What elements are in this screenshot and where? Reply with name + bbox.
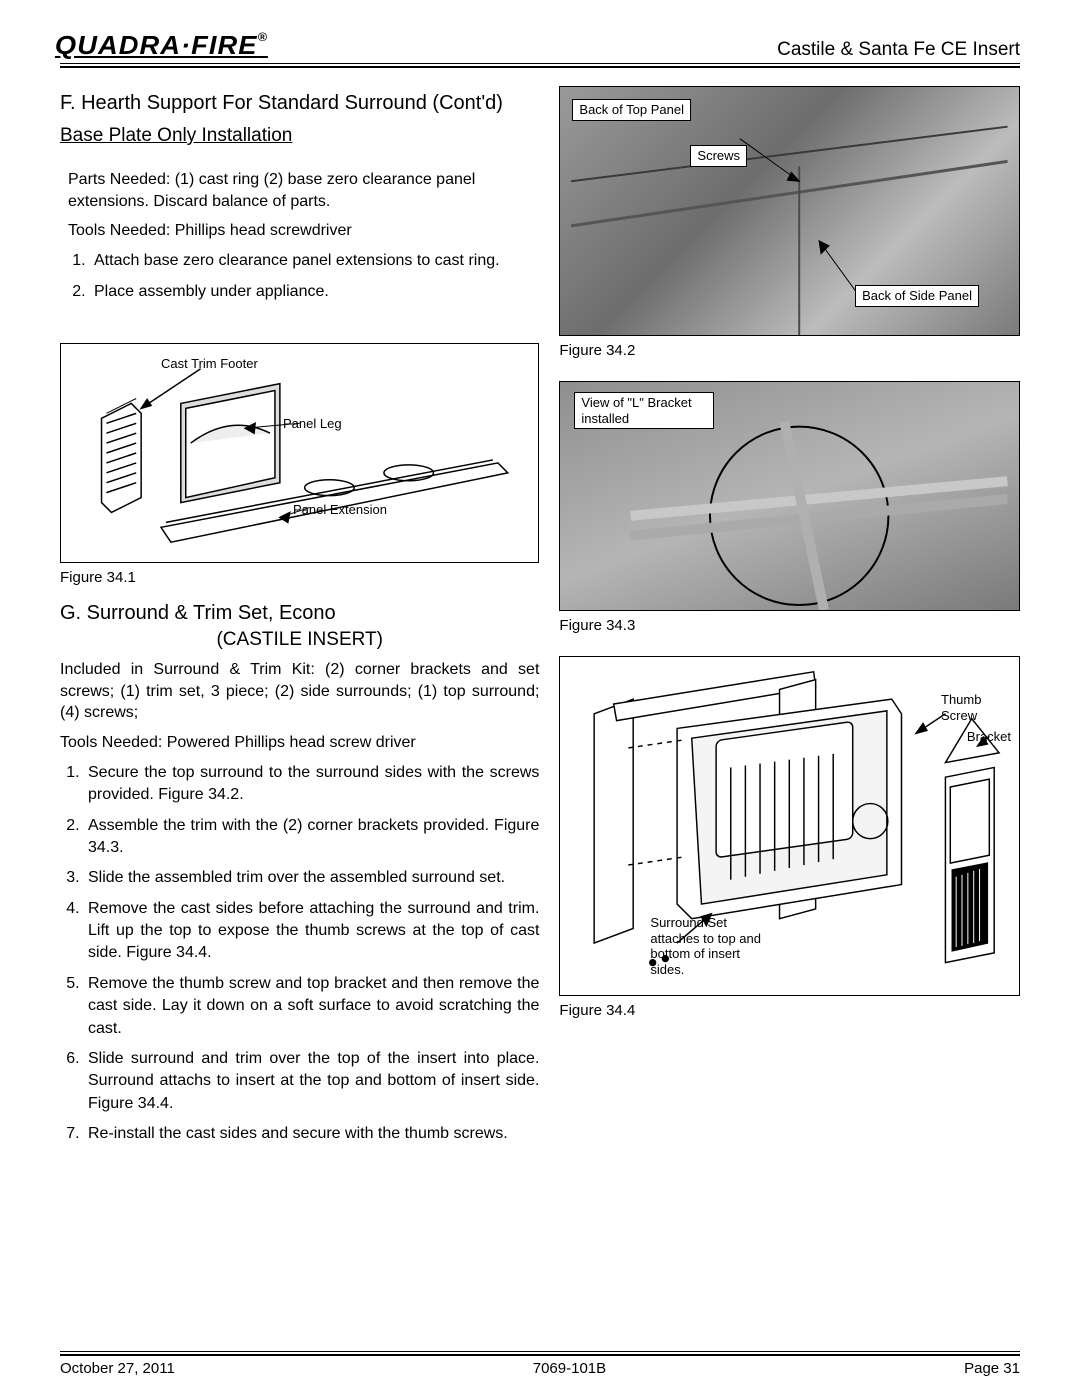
section-f-subtitle: Base Plate Only Installation xyxy=(60,125,292,147)
brand-logo: QUADRA·FIRE® xyxy=(55,30,268,61)
step-item: Assemble the trim with the (2) corner br… xyxy=(84,815,539,860)
label-back-side-panel: Back of Side Panel xyxy=(855,285,979,307)
step-item: Re-install the cast sides and secure wit… xyxy=(84,1123,539,1145)
footer-docnum: 7069-101B xyxy=(533,1360,606,1377)
label-cast-trim-footer: Cast Trim Footer xyxy=(161,356,258,371)
section-g-title: G. Surround & Trim Set, Econo xyxy=(60,602,539,625)
section-g-subtitle: (CASTILE INSERT) xyxy=(60,629,539,651)
label-thumb-screw: Thumb Screw xyxy=(941,692,991,723)
section-f-title: F. Hearth Support For Standard Surround … xyxy=(60,92,539,115)
section-g-steps: Secure the top surround to the surround … xyxy=(84,762,539,1146)
tools-needed-f: Tools Needed: Phillips head screwdriver xyxy=(68,222,539,240)
figure-34-3: View of "L" Bracket installed xyxy=(559,381,1020,611)
step-item: Secure the top surround to the surround … xyxy=(84,762,539,807)
figure-34-4-caption: Figure 34.4 xyxy=(559,1002,1020,1019)
figure-34-1-caption: Figure 34.1 xyxy=(60,569,539,586)
diagram-icon xyxy=(61,344,538,562)
header-rule xyxy=(60,66,1020,68)
step-item: Place assembly under appliance. xyxy=(90,281,539,303)
brand-text: QUADRA·FIRE xyxy=(55,30,258,60)
page-header: QUADRA·FIRE® Castile & Santa Fe CE Inser… xyxy=(60,30,1020,64)
parts-needed: Parts Needed: (1) cast ring (2) base zer… xyxy=(68,169,539,212)
figure-34-1: Cast Trim Footer Panel Leg Panel Extensi… xyxy=(60,343,539,563)
tools-needed-g: Tools Needed: Powered Phillips head scre… xyxy=(60,734,539,752)
label-bracket: Bracket xyxy=(967,729,1011,744)
registered-mark: ® xyxy=(258,30,268,44)
figure-34-2: Back of Top Panel Screws Back of Side Pa… xyxy=(559,86,1020,336)
label-panel-extension: Panel Extension xyxy=(293,502,387,517)
step-item: Remove the cast sides before attaching t… xyxy=(84,898,539,965)
label-screws: Screws xyxy=(690,145,747,167)
step-item: Slide surround and trim over the top of … xyxy=(84,1048,539,1115)
document-title: Castile & Santa Fe CE Insert xyxy=(777,39,1020,61)
step-item: Slide the assembled trim over the assemb… xyxy=(84,867,539,889)
figure-34-2-caption: Figure 34.2 xyxy=(559,342,1020,359)
section-f-steps: Attach base zero clearance panel extensi… xyxy=(90,250,539,303)
figure-34-3-caption: Figure 34.3 xyxy=(559,617,1020,634)
step-item: Attach base zero clearance panel extensi… xyxy=(90,250,539,272)
page-footer: October 27, 2011 7069-101B Page 31 xyxy=(60,1351,1020,1377)
figure-34-4: Surround Set attaches to top and bottom … xyxy=(559,656,1020,996)
label-back-top-panel: Back of Top Panel xyxy=(572,99,691,121)
label-surround-note: Surround Set attaches to top and bottom … xyxy=(650,915,770,977)
label-l-bracket: View of "L" Bracket installed xyxy=(574,392,714,429)
footer-page: Page 31 xyxy=(964,1360,1020,1377)
footer-date: October 27, 2011 xyxy=(60,1360,175,1377)
included-kit: Included in Surround & Trim Kit: (2) cor… xyxy=(60,659,539,724)
label-panel-leg: Panel Leg xyxy=(283,416,342,431)
step-item: Remove the thumb screw and top bracket a… xyxy=(84,973,539,1040)
